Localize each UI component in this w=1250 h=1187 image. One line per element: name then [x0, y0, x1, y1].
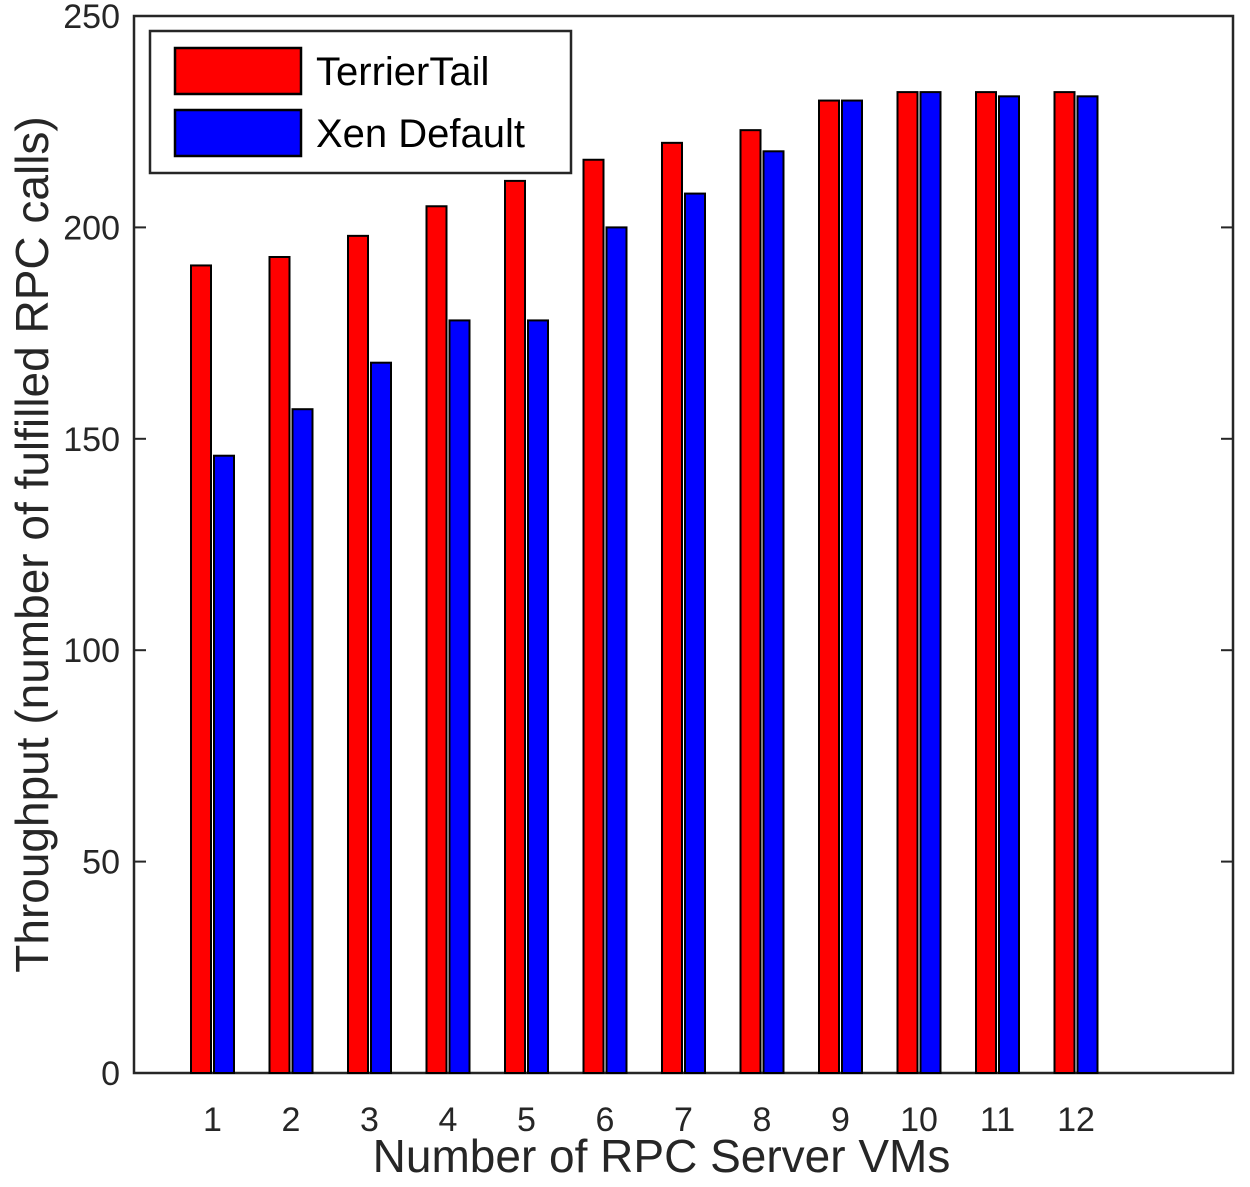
bar-xen-default-12 — [1076, 95, 1099, 1075]
bar-terriertail-5 — [504, 179, 526, 1074]
x-tick-label: 1 — [203, 1101, 222, 1139]
legend-swatch-xen-default — [173, 108, 303, 158]
bar-terriertail-6 — [582, 158, 605, 1074]
x-tick-label: 3 — [360, 1101, 379, 1139]
bar-terriertail-12 — [1053, 91, 1076, 1074]
legend-label-xen-default: Xen Default — [316, 112, 525, 156]
bar-xen-default-6 — [605, 226, 628, 1074]
bar-xen-default-1 — [213, 454, 235, 1075]
bar-terriertail-8 — [739, 129, 762, 1074]
y-tick-label: 50 — [82, 844, 120, 882]
x-tick-label: 11 — [980, 1101, 1015, 1139]
bar-terriertail-11 — [975, 91, 997, 1074]
bar-xen-default-9 — [841, 99, 863, 1074]
axes-box — [132, 14, 1235, 1075]
bar-terriertail-1 — [190, 264, 212, 1074]
x-tick-label: 9 — [831, 1101, 850, 1139]
bar-xen-default-7 — [684, 192, 706, 1075]
x-tick-label: 8 — [753, 1101, 772, 1139]
bar-xen-default-8 — [762, 150, 785, 1074]
bar-terriertail-4 — [425, 205, 448, 1074]
x-tick-label: 4 — [439, 1101, 458, 1139]
y-axis-title: Throughput (number of fulfilled RPC call… — [6, 116, 58, 972]
bar-xen-default-4 — [448, 319, 471, 1074]
legend-swatch-terriertail — [173, 46, 303, 96]
y-tick-label: 100 — [63, 632, 120, 670]
bar-terriertail-2 — [268, 255, 291, 1075]
plot-area — [132, 14, 1235, 1075]
bar-xen-default-3 — [370, 361, 392, 1075]
bar-terriertail-9 — [818, 99, 840, 1074]
x-tick-label: 5 — [517, 1101, 536, 1139]
y-tick-label: 150 — [63, 421, 120, 459]
y-tick-label: 0 — [101, 1055, 120, 1093]
bar-xen-default-10 — [919, 91, 942, 1074]
x-axis-ticks: 1 2 3 4 5 6 7 8 9 10 11 12 — [203, 1101, 1095, 1139]
x-tick-label: 12 — [1057, 1101, 1095, 1139]
y-tick-label: 200 — [63, 209, 120, 247]
bar-terriertail-3 — [347, 234, 369, 1074]
bar-xen-default-2 — [291, 408, 314, 1075]
x-tick-label: 6 — [596, 1101, 615, 1139]
legend: TerrierTail Xen Default — [148, 29, 573, 175]
x-tick-label: 10 — [900, 1101, 938, 1139]
bar-terriertail-7 — [661, 141, 683, 1074]
bar-xen-default-11 — [998, 95, 1020, 1075]
x-tick-label: 2 — [282, 1101, 301, 1139]
x-axis-title: Number of RPC Server VMs — [373, 1130, 951, 1182]
bar-terriertail-10 — [896, 91, 919, 1074]
x-tick-label: 7 — [674, 1101, 693, 1139]
bars — [190, 91, 1099, 1075]
bar-xen-default-5 — [527, 319, 549, 1074]
y-tick-label: 250 — [63, 0, 120, 36]
y-axis-ticks: 0 50 100 150 200 250 — [63, 0, 1233, 1093]
legend-label-terriertail: TerrierTail — [316, 50, 489, 94]
